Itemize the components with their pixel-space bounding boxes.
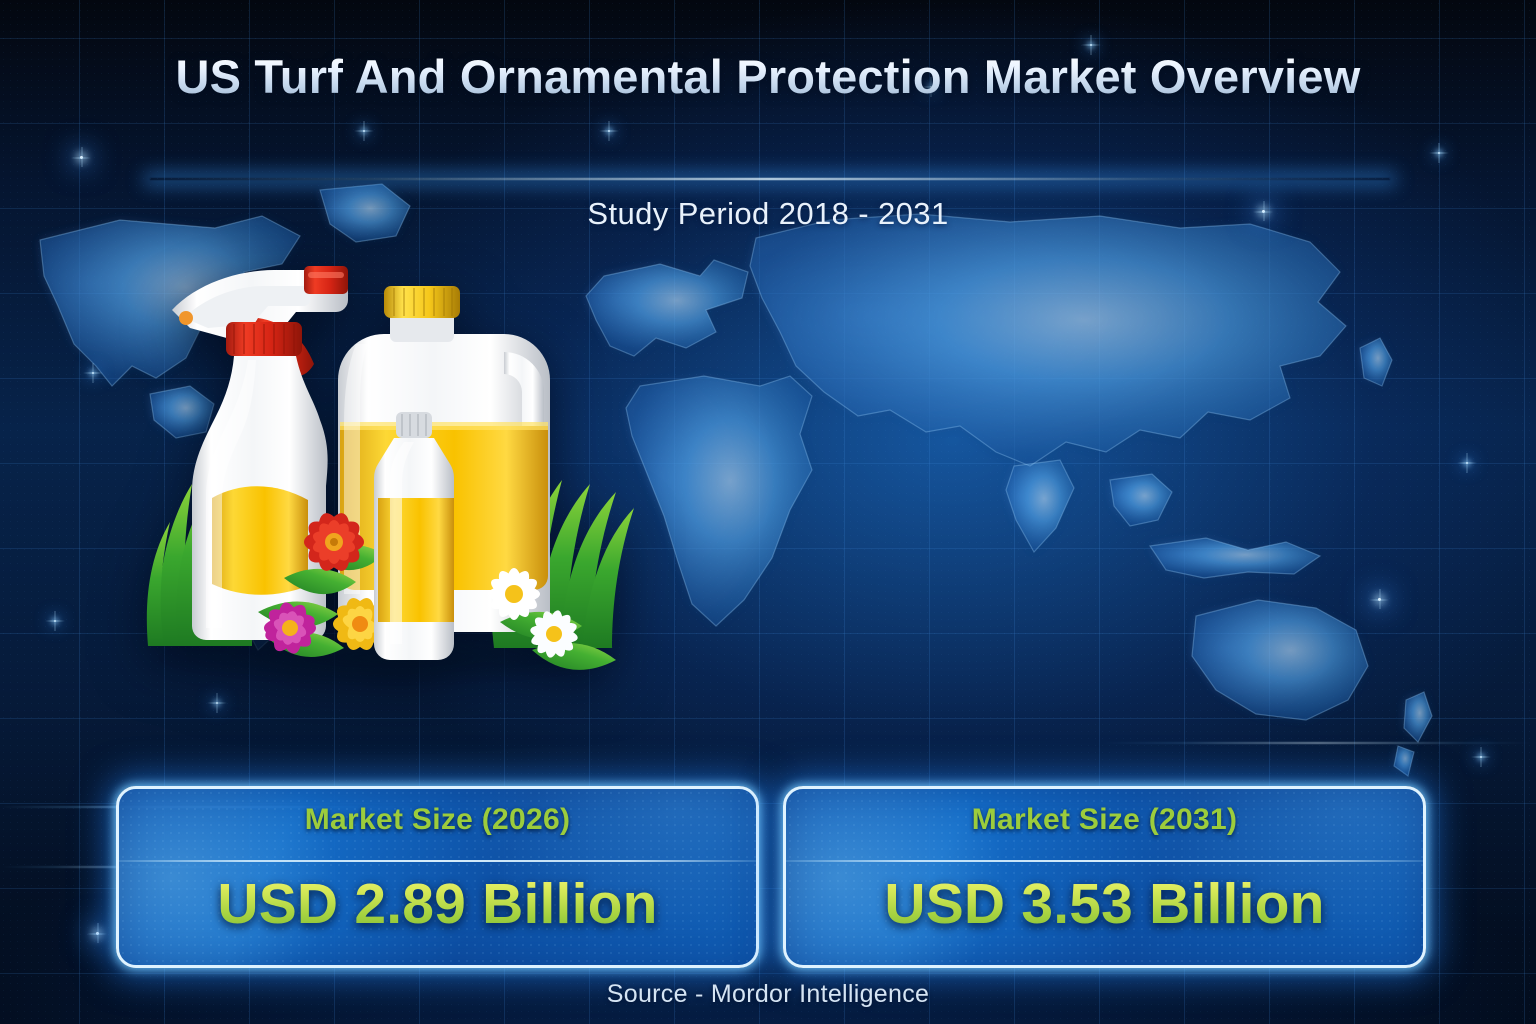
card-sheen [119, 789, 756, 965]
card-divider [786, 860, 1423, 862]
product-illustration [108, 226, 648, 686]
yellow-flower [333, 598, 387, 650]
card-value-2031: USD 3.53 Billion [786, 871, 1423, 937]
page-title: US Turf And Ornamental Protection Market… [0, 49, 1536, 104]
spray-bottle [172, 266, 348, 640]
daisy-cluster-right [488, 568, 616, 670]
source-attribution: Source - Mordor Intelligence [606, 980, 930, 1008]
red-flower [304, 513, 364, 571]
card-label-2026: Market Size (2026) [304, 803, 571, 836]
card-value-2026: USD 2.89 Billion [119, 871, 756, 937]
card-divider [119, 860, 756, 862]
magenta-flower [264, 602, 316, 654]
flower-cluster-left [258, 513, 387, 657]
card-texture [786, 789, 1423, 965]
market-size-card-2026[interactable]: Market Size (2026) USD 2.89 Billion [116, 786, 759, 968]
study-period-subtitle: Study Period 2018 - 2031 [587, 196, 949, 231]
small-bottle [373, 412, 455, 660]
stat-cards: Market Size (2026) USD 2.89 Billion Mark… [0, 786, 1536, 968]
white-daisy-2 [530, 610, 578, 658]
market-size-card-2031[interactable]: Market Size (2031) USD 3.53 Billion [783, 786, 1426, 968]
card-sheen [786, 789, 1423, 965]
card-texture [119, 789, 756, 965]
white-daisy [488, 568, 540, 620]
card-label-2031: Market Size (2031) [971, 803, 1238, 836]
